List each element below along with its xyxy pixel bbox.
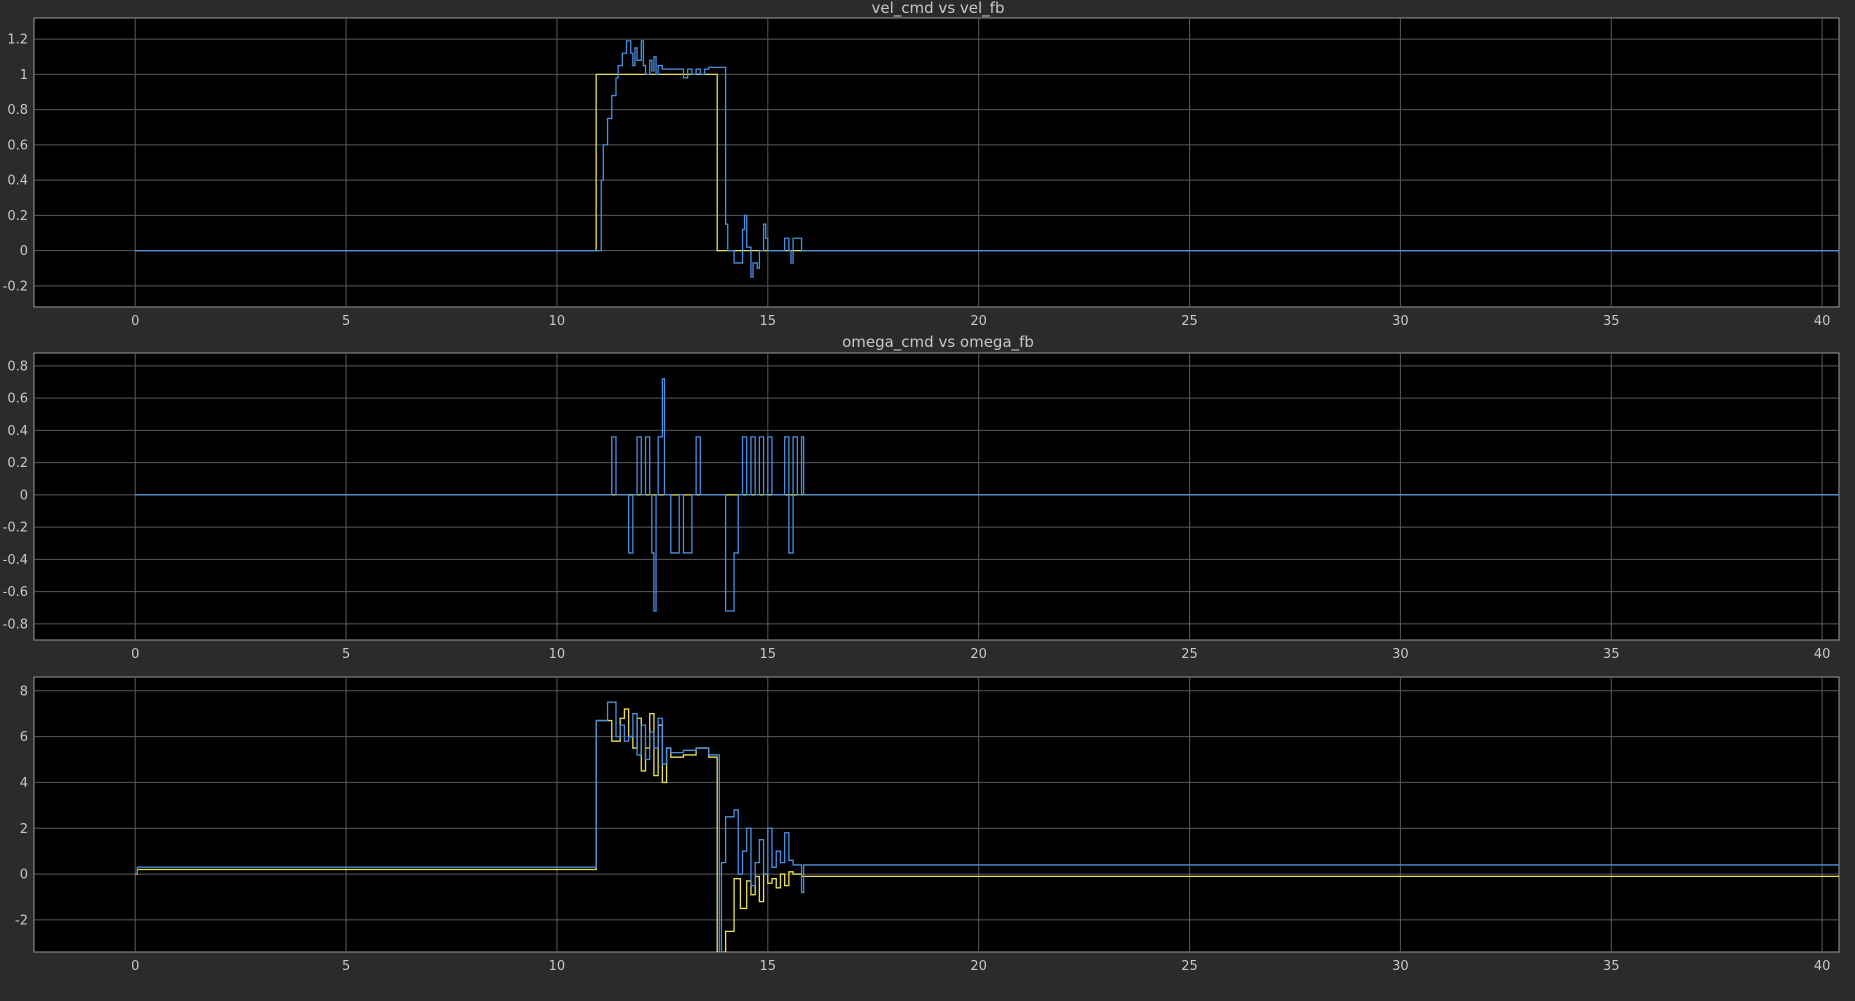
y-tick-label: 0.2: [7, 209, 28, 224]
series-line-fb: [135, 701, 1839, 952]
x-tick-label: 5: [342, 959, 350, 974]
y-tick-label: 0.6: [7, 138, 28, 153]
x-tick-label: 35: [1603, 314, 1620, 329]
axes-omega[interactable]: omega_cmd vs omega_fb 0 5 10 15 20 25 30 35 40 -0…: [3, 333, 1840, 662]
y-tick-label: -0.8: [3, 617, 28, 632]
axes-third[interactable]: 0 5 10 15 20 25 30 35 40 -2 0 2 4 6 8: [15, 676, 1840, 974]
x-tick-label: 10: [549, 647, 566, 662]
y-tick-label: -0.6: [3, 585, 28, 600]
y-tick-label: 0.8: [7, 359, 28, 374]
x-tick-label: 35: [1603, 959, 1620, 974]
axes-vel-title: vel_cmd vs vel_fb: [872, 0, 1005, 18]
plot-area[interactable]: [33, 352, 1840, 641]
x-tick-label: 15: [760, 647, 777, 662]
y-tick-label: 0: [20, 244, 28, 259]
plot-area[interactable]: [33, 676, 1840, 953]
x-tick-label: 40: [1814, 959, 1831, 974]
axes-vel[interactable]: vel_cmd vs vel_fb 0 5 10 15 20 25 30 35 40 -0.2 0 0…: [3, 0, 1840, 329]
x-tick-label: 15: [760, 314, 777, 329]
plot-area[interactable]: [33, 17, 1840, 308]
y-tick-label: 4: [20, 776, 28, 791]
y-tick-label: 0: [20, 868, 28, 883]
y-tick-label: 0.4: [7, 174, 28, 189]
y-tick-label: -2: [15, 913, 28, 928]
y-tick-label: 2: [20, 822, 28, 837]
y-tick-label: 0.8: [7, 103, 28, 118]
x-tick-label: 0: [131, 647, 139, 662]
x-tick-label: 30: [1392, 647, 1409, 662]
x-tick-label: 20: [970, 314, 987, 329]
x-tick-label: 25: [1181, 959, 1198, 974]
y-tick-label: 8: [20, 684, 28, 699]
y-tick-label: -0.4: [3, 553, 28, 568]
y-tick-label: 1.2: [7, 33, 28, 48]
x-tick-label: 35: [1603, 647, 1620, 662]
y-tick-label: 1: [20, 68, 28, 83]
axes-omega-title: omega_cmd vs omega_fb: [842, 333, 1034, 352]
y-tick-label: -0.2: [3, 279, 28, 294]
x-tick-label: 5: [342, 647, 350, 662]
series-line-fb: [135, 40, 1839, 278]
x-tick-label: 20: [970, 959, 987, 974]
x-tick-label: 30: [1392, 959, 1409, 974]
x-tick-label: 40: [1814, 647, 1831, 662]
y-tick-label: 0.6: [7, 392, 28, 407]
y-tick-label: 6: [20, 730, 28, 745]
x-tick-label: 10: [549, 959, 566, 974]
series-line-fb: [135, 378, 1839, 612]
x-tick-label: 25: [1181, 647, 1198, 662]
x-tick-label: 0: [131, 959, 139, 974]
x-tick-label: 15: [760, 959, 777, 974]
y-tick-label: 0: [20, 488, 28, 503]
x-tick-label: 40: [1814, 314, 1831, 329]
x-tick-label: 5: [342, 314, 350, 329]
y-tick-label: 0.4: [7, 424, 28, 439]
x-tick-label: 0: [131, 314, 139, 329]
x-tick-label: 25: [1181, 314, 1198, 329]
x-tick-label: 30: [1392, 314, 1409, 329]
x-tick-label: 10: [549, 314, 566, 329]
y-tick-label: -0.2: [3, 521, 28, 536]
x-tick-label: 20: [970, 647, 987, 662]
y-tick-label: 0.2: [7, 456, 28, 471]
